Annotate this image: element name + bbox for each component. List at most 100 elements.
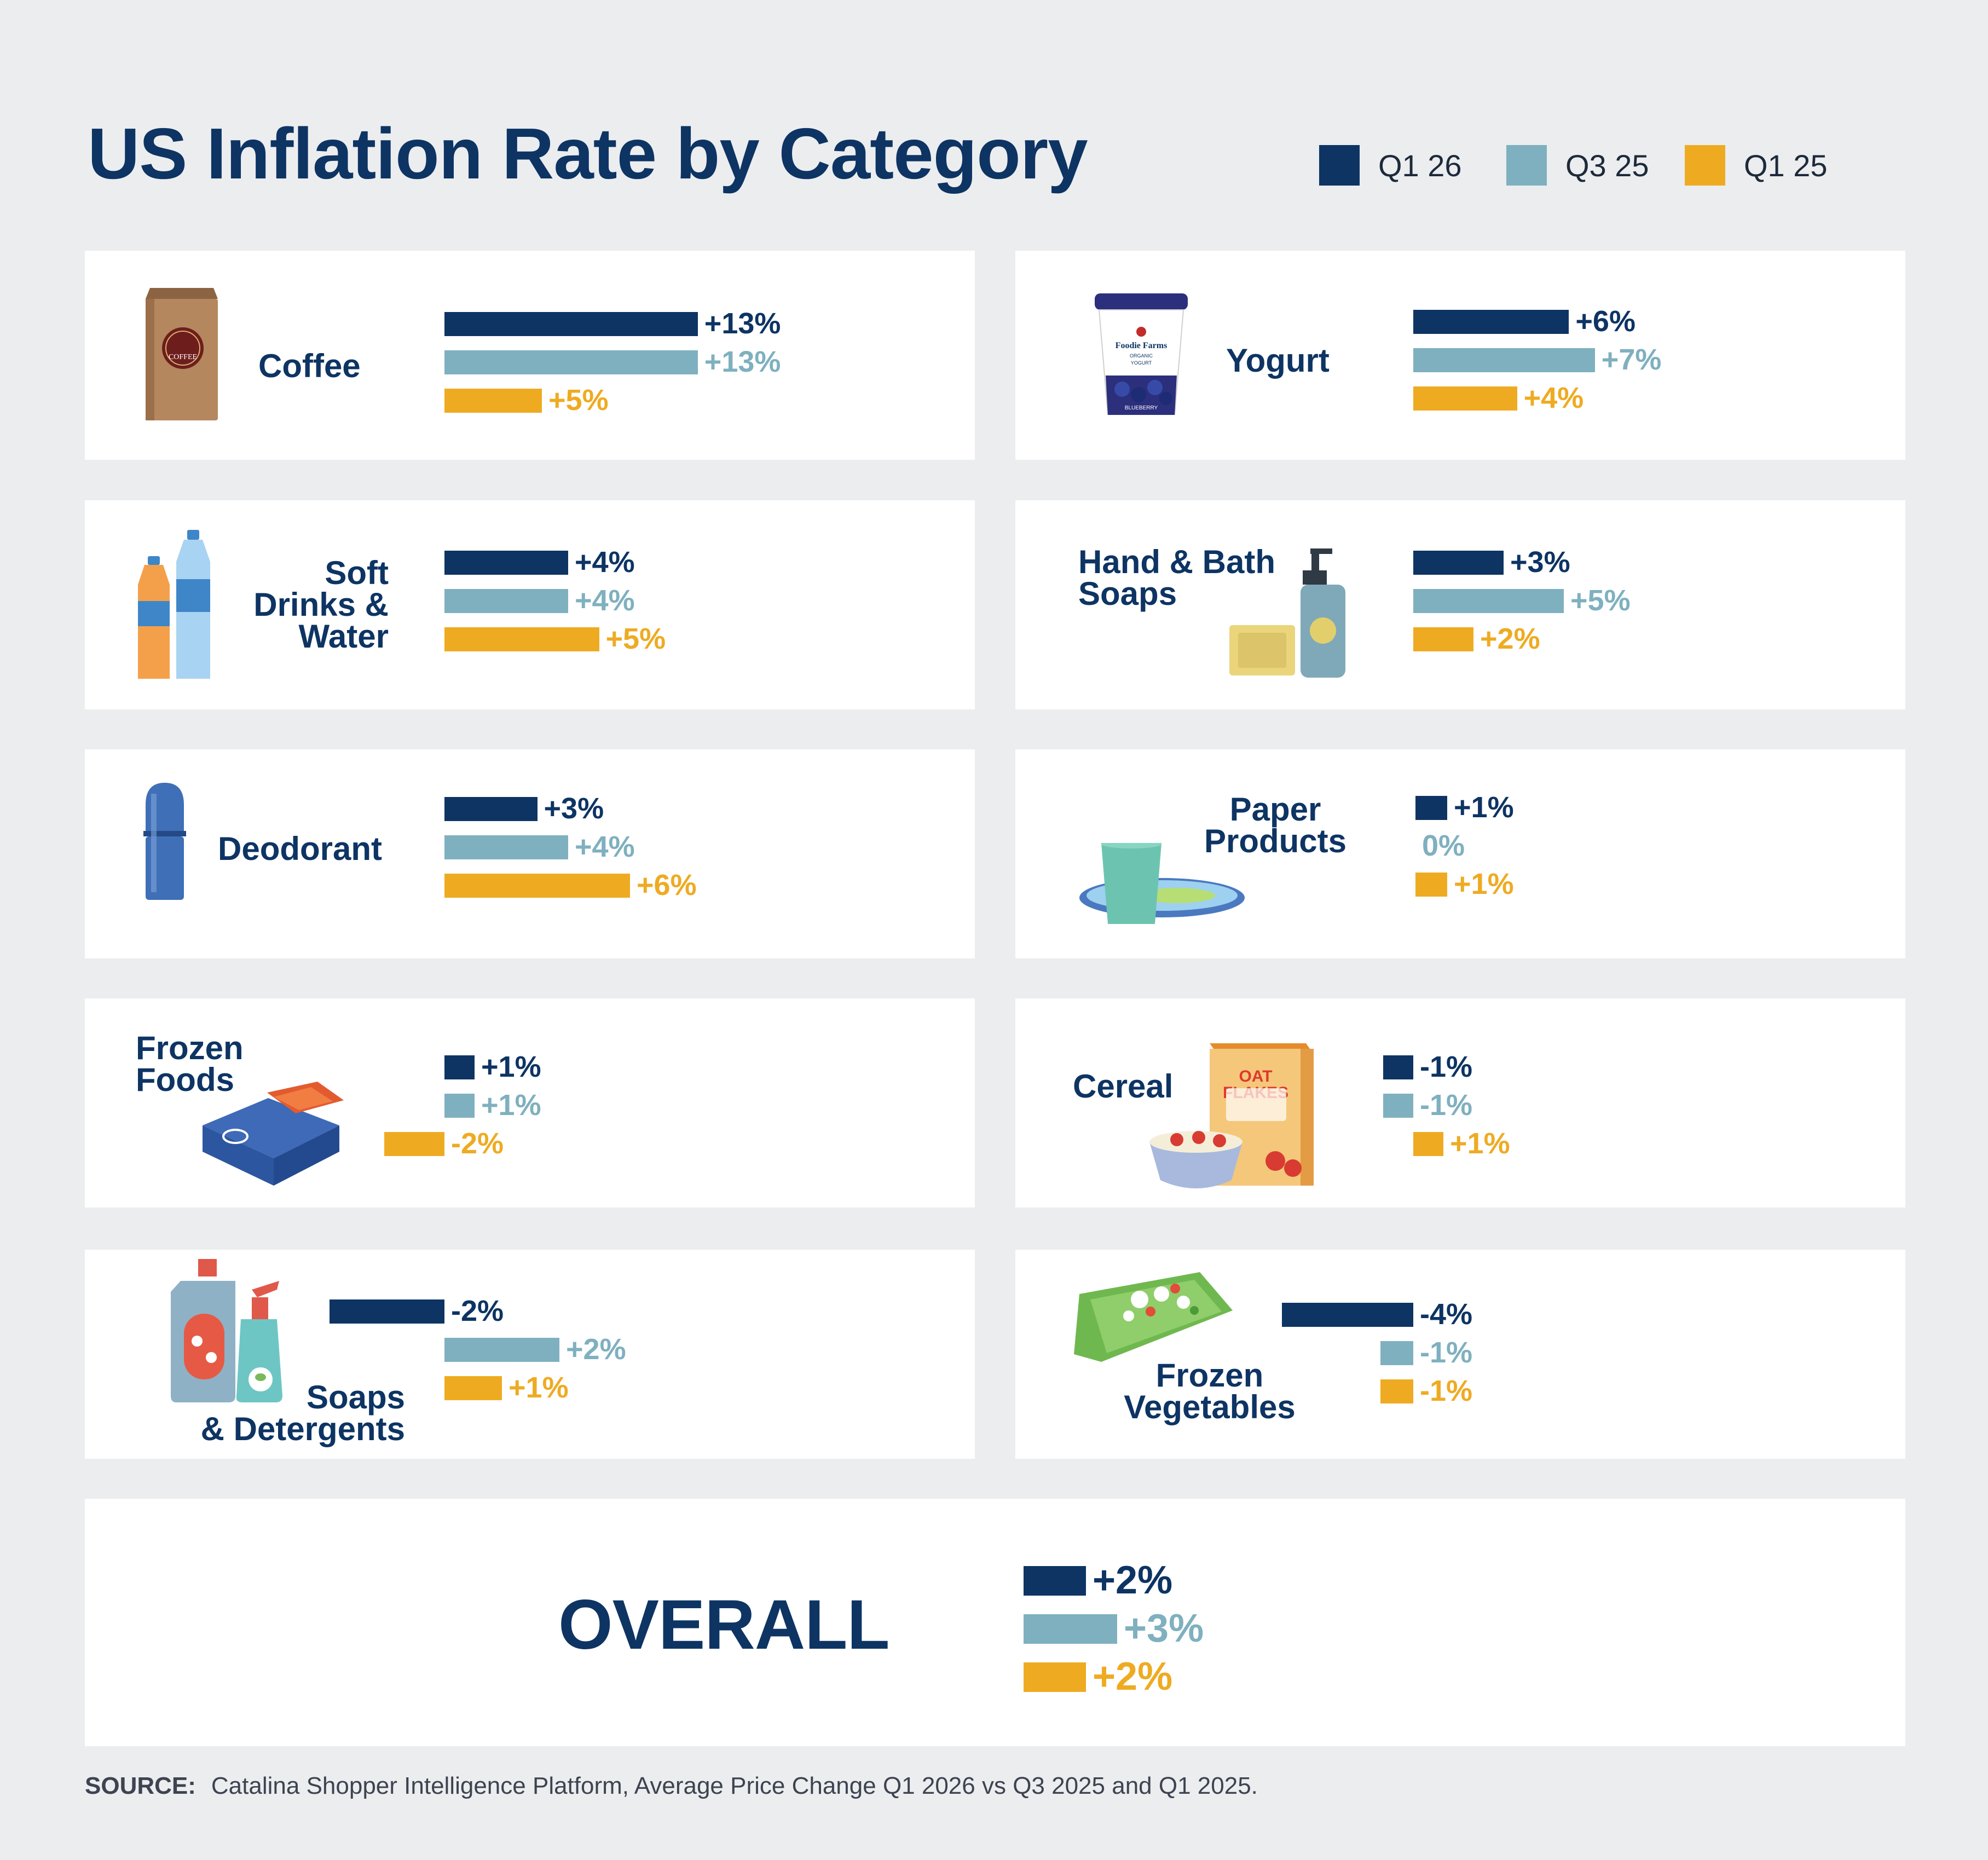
- category-label-hand-soaps: Hand & Bath Soaps: [1078, 544, 1275, 612]
- value-frozen-vegetables-q1-26: -4%: [1420, 1297, 1473, 1331]
- value-paper-products-q1-25: +1%: [1454, 867, 1514, 900]
- coffee-bag-text: COFFEE: [169, 353, 197, 361]
- bar-paper-products-q1-25: [1415, 873, 1447, 897]
- bar-deodorant-q3-25: [444, 835, 568, 859]
- bar-coffee-q1-26: [444, 312, 698, 336]
- bar-frozen-vegetables-q1-26: [1282, 1303, 1413, 1327]
- bar-overall-q1-25: [1024, 1662, 1086, 1692]
- value-deodorant-q3-25: +4%: [575, 830, 635, 863]
- bar-frozen-vegetables-q3-25: [1380, 1341, 1413, 1365]
- value-coffee-q3-25: +13%: [704, 345, 781, 378]
- cereal-box-icon: OATFLAKES: [1149, 1043, 1314, 1188]
- value-coffee-q1-25: +5%: [548, 383, 609, 417]
- value-frozen-foods-q1-26: +1%: [481, 1050, 541, 1083]
- bottles-icon: [138, 530, 210, 679]
- source-note: SOURCE: Catalina Shopper Intelligence Pla…: [85, 1772, 1258, 1800]
- bar-detergents-q1-25: [444, 1376, 502, 1400]
- frozen-fish-box-icon: [203, 1082, 344, 1186]
- bar-frozen-foods-q3-25: [444, 1094, 475, 1118]
- value-detergents-q3-25: +2%: [566, 1332, 626, 1366]
- source-prefix: SOURCE:: [85, 1772, 196, 1799]
- legend-label-q1-26: Q1 26: [1378, 148, 1462, 183]
- value-paper-products-q3-25: 0%: [1422, 829, 1465, 862]
- bar-coffee-q3-25: [444, 350, 698, 374]
- legend-label-q1-25: Q1 25: [1744, 148, 1828, 183]
- category-label-frozen-vegetables: Frozen Vegetables: [1124, 1357, 1296, 1425]
- bar-yogurt-q1-25: [1413, 386, 1517, 411]
- value-cereal-q1-26: -1%: [1420, 1050, 1473, 1083]
- legend-swatch-q1-25: [1685, 145, 1725, 186]
- value-frozen-foods-q1-25: -2%: [451, 1127, 504, 1160]
- value-detergents-q1-26: -2%: [451, 1294, 504, 1327]
- value-deodorant-q1-26: +3%: [544, 792, 604, 825]
- value-deodorant-q1-25: +6%: [637, 868, 697, 902]
- bar-frozen-vegetables-q1-25: [1380, 1379, 1413, 1403]
- bar-yogurt-q1-26: [1413, 310, 1569, 334]
- legend-swatch-q1-26: [1319, 145, 1360, 186]
- legend-label-q3-25: Q3 25: [1565, 148, 1649, 183]
- value-yogurt-q3-25: +7%: [1601, 343, 1662, 376]
- bar-cereal-q3-25: [1383, 1094, 1413, 1118]
- bar-detergents-q3-25: [444, 1338, 559, 1362]
- coffee-bag-icon: COFFEE: [146, 288, 218, 420]
- page-title: US Inflation Rate by Category: [88, 113, 1088, 194]
- legend-item-q1-25: Q1 25: [1685, 143, 1828, 187]
- frozen-veg-bag-icon: [1074, 1272, 1233, 1362]
- deodorant-icon: [143, 783, 186, 900]
- category-label-soft-drinks: Soft Drinks & Water: [253, 554, 389, 655]
- bar-detergents-q1-26: [330, 1299, 444, 1324]
- value-overall-q1-25: +2%: [1093, 1654, 1173, 1699]
- bar-soft-drinks-q1-25: [444, 627, 599, 651]
- value-soft-drinks-q3-25: +4%: [575, 584, 635, 617]
- yogurt-cup-icon: Foodie Farms ORGANIC YOGURT BLUEBERRY: [1095, 293, 1188, 415]
- bar-cereal-q1-26: [1383, 1055, 1413, 1079]
- source-text: Catalina Shopper Intelligence Platform, …: [211, 1772, 1258, 1799]
- soap-pump-icon: [1229, 548, 1345, 678]
- yogurt-type-text: YOGURT: [1131, 360, 1152, 366]
- panel-paper-products: [1015, 749, 1905, 958]
- value-cereal-q3-25: -1%: [1420, 1088, 1473, 1122]
- bar-deodorant-q1-26: [444, 797, 538, 821]
- value-soft-drinks-q1-25: +5%: [605, 622, 666, 655]
- value-hand-soaps-q1-26: +3%: [1510, 545, 1570, 579]
- value-frozen-vegetables-q3-25: -1%: [1420, 1336, 1473, 1369]
- value-hand-soaps-q3-25: +5%: [1570, 584, 1631, 617]
- bar-overall-q1-26: [1024, 1566, 1086, 1596]
- bar-paper-products-q1-26: [1415, 796, 1447, 820]
- yogurt-brand-text: Foodie Farms: [1116, 341, 1168, 350]
- category-label-frozen-foods: Frozen Foods: [136, 1030, 244, 1098]
- bar-hand-soaps-q3-25: [1413, 589, 1564, 613]
- value-overall-q1-26: +2%: [1093, 1558, 1173, 1602]
- legend-swatch-q3-25: [1506, 145, 1547, 186]
- panel-overall: [85, 1499, 1905, 1746]
- value-yogurt-q1-25: +4%: [1523, 381, 1584, 414]
- bar-hand-soaps-q1-26: [1413, 551, 1504, 575]
- bar-soft-drinks-q1-26: [444, 551, 568, 575]
- legend-item-q3-25: Q3 25: [1506, 143, 1649, 187]
- yogurt-flavor-text: BLUEBERRY: [1125, 405, 1158, 411]
- bar-cereal-q1-25: [1413, 1132, 1443, 1156]
- legend-item-q1-26: Q1 26: [1319, 143, 1462, 187]
- detergent-bottles-icon: [171, 1259, 282, 1402]
- category-label-paper-products: Paper Products: [1204, 791, 1347, 859]
- overall-label: OVERALL: [558, 1586, 890, 1664]
- value-frozen-vegetables-q1-25: -1%: [1420, 1374, 1473, 1407]
- bar-soft-drinks-q3-25: [444, 589, 568, 613]
- category-label-cereal: Cereal: [1073, 1068, 1174, 1105]
- bar-deodorant-q1-25: [444, 874, 630, 898]
- category-label-deodorant: Deodorant: [218, 830, 382, 867]
- value-hand-soaps-q1-25: +2%: [1480, 622, 1540, 655]
- value-coffee-q1-26: +13%: [704, 307, 781, 340]
- bar-overall-q3-25: [1024, 1614, 1117, 1644]
- value-cereal-q1-25: +1%: [1450, 1127, 1510, 1160]
- bar-hand-soaps-q1-25: [1413, 627, 1473, 651]
- panel-frozen-foods: [85, 998, 975, 1208]
- paper-plate-cup-icon: [1079, 843, 1245, 924]
- value-detergents-q1-25: +1%: [508, 1371, 569, 1404]
- bar-coffee-q1-25: [444, 389, 542, 413]
- value-overall-q3-25: +3%: [1124, 1606, 1204, 1650]
- bar-frozen-foods-q1-25: [384, 1132, 444, 1156]
- value-soft-drinks-q1-26: +4%: [575, 545, 635, 579]
- bar-yogurt-q3-25: [1413, 348, 1595, 372]
- category-label-detergents: Soaps & Detergents: [200, 1379, 405, 1447]
